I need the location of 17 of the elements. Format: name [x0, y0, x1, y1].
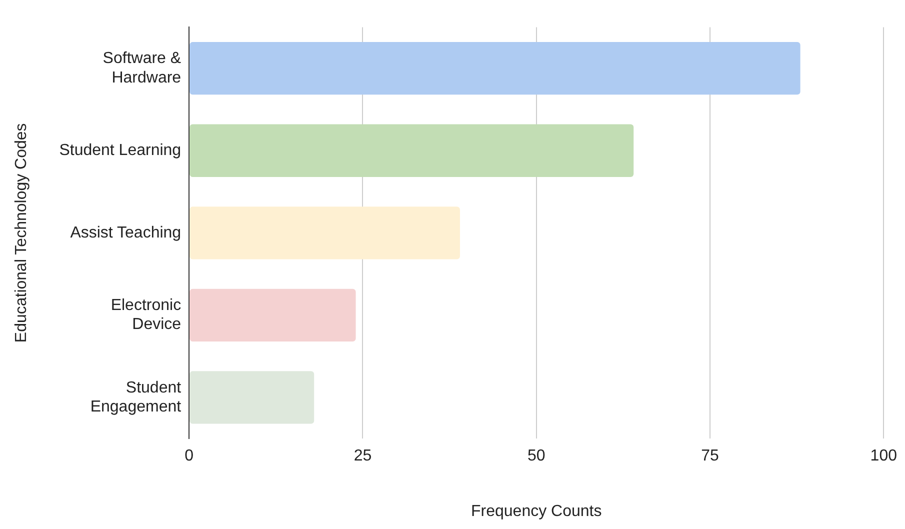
x-tick-label: 100 [870, 448, 898, 465]
x-tick-label: 75 [701, 448, 720, 465]
x-axis-title: Frequency Counts [470, 502, 602, 520]
bar [190, 124, 634, 177]
y-tick-label: Electronic Device [110, 296, 182, 334]
x-tick-label: 25 [354, 448, 372, 465]
x-tick-label: 50 [527, 448, 546, 465]
bar [190, 371, 314, 424]
bar [190, 206, 460, 260]
y-tick-label: Software & Hardware [102, 50, 182, 86]
x-tick-label: 0 [184, 448, 194, 465]
y-tick-label: Student Learning [59, 142, 182, 160]
y-tick-label: Student Engagement [90, 379, 182, 416]
y-tick-label: Assist Teaching [70, 224, 182, 242]
bar [190, 288, 356, 342]
bar [190, 42, 800, 95]
y-axis-title: Educational Technology Codes [13, 123, 30, 343]
